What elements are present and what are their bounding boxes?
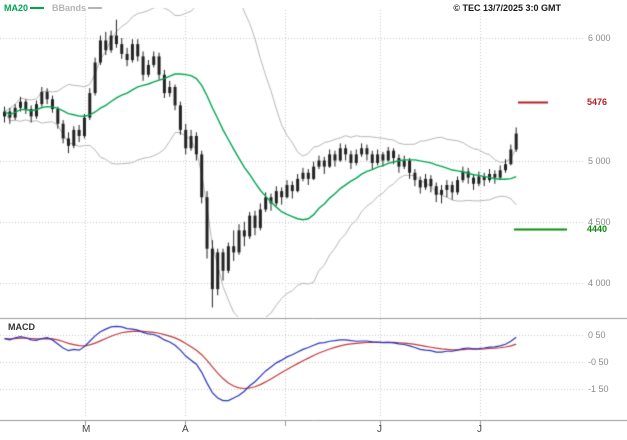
chart-legend: MA20 BBands: [4, 3, 110, 13]
month-label: A: [182, 424, 189, 435]
ma20-line-swatch: [30, 7, 45, 9]
month-label: J: [477, 424, 482, 435]
bbands-line-swatch: [88, 7, 103, 9]
month-label: M: [82, 424, 91, 435]
macd-axis-label: -1 50: [588, 383, 609, 394]
legend-bbands-label: BBands: [52, 3, 87, 13]
level-label-resistance: 5476: [587, 97, 608, 108]
price-axis-label: 4 500: [588, 216, 611, 227]
macd-axis-label: 0 50: [588, 329, 606, 340]
level-label-support: 4440: [587, 224, 608, 235]
copyright-text: © TEC 13/7/2025 3:0 GMT: [453, 3, 561, 13]
price-axis-label: 6 000: [588, 33, 611, 43]
price-axis-label: 5 000: [588, 155, 611, 166]
month-label: J: [377, 424, 382, 435]
legend-ma20-label: MA20: [4, 3, 29, 13]
macd-axis-label: -0 50: [588, 356, 609, 367]
macd-panel-label: MACD: [8, 322, 35, 332]
price-axis-label: 4 000: [588, 278, 611, 288]
